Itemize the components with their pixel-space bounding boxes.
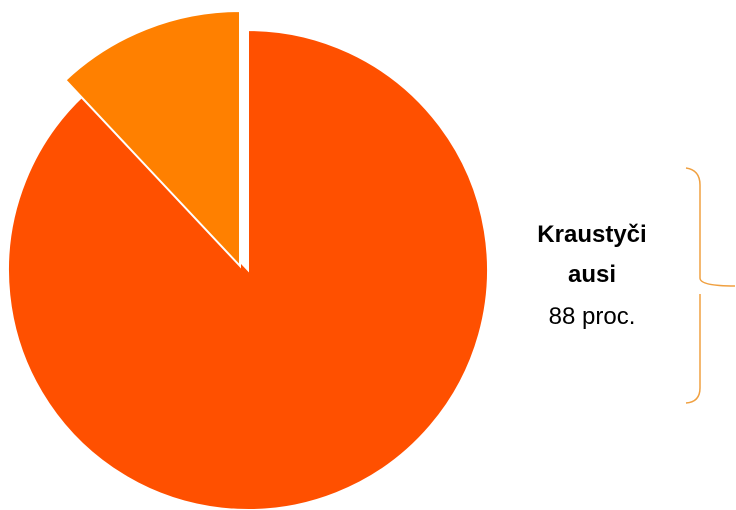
pie-slice [64,9,241,269]
bracket [685,167,736,404]
value-label: 88 proc. [549,303,636,330]
pie-slice [7,28,489,510]
slice-label: Kraustyči ausi [537,221,646,288]
